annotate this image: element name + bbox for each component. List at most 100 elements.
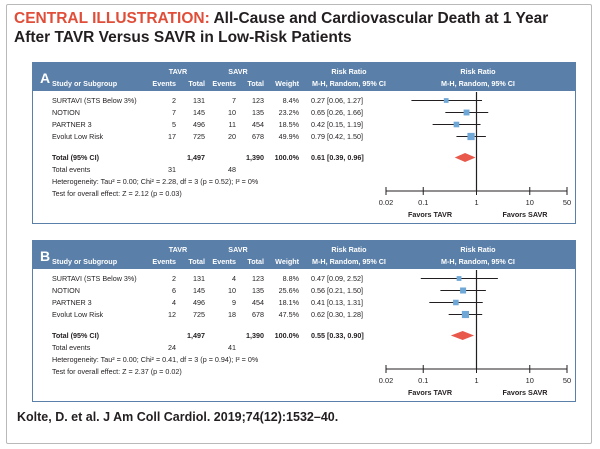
total-savr: 1,390 [246, 331, 264, 340]
study-weight: 25.6% [279, 286, 300, 295]
header-savr: SAVR [228, 245, 248, 254]
header-study: Study or Subgroup [52, 79, 118, 88]
study-weight: 8.8% [283, 274, 300, 283]
forest-panel-b: B Study or Subgroup TAVR SAVR Events Total Eve… [32, 240, 576, 402]
x-tick-label: 10 [526, 198, 534, 207]
total-savr: 1,390 [246, 153, 264, 162]
header-savr-total: Total [247, 257, 264, 266]
savr-total: 678 [252, 132, 264, 141]
savr-total: 454 [252, 120, 264, 129]
total-events-savr: 41 [228, 343, 236, 352]
title-lead: CENTRAL ILLUSTRATION: [14, 10, 210, 27]
favors-left-label: Favors TAVR [408, 210, 453, 219]
study-weight: 18.1% [279, 298, 300, 307]
total-events-tavr: 24 [168, 343, 176, 352]
study-rr-ci: 0.62 [0.30, 1.28] [311, 310, 363, 319]
study-square [467, 132, 475, 141]
x-tick-label: 0.02 [379, 376, 393, 385]
header-weight: Weight [275, 79, 299, 88]
tavr-events: 2 [172, 96, 176, 105]
total-rr-ci: 0.55 [0.33, 0.90] [311, 331, 364, 340]
total-tavr: 1,497 [187, 153, 205, 162]
header-savr: SAVR [228, 67, 248, 76]
heterogeneity-text: Heterogeneity: Tau² = 0.00; Chi² = 0.41,… [52, 355, 259, 364]
header-savr-events: Events [212, 79, 236, 88]
header-weight: Weight [275, 257, 299, 266]
savr-total: 135 [252, 286, 264, 295]
forest-panel-a: A Study or Subgroup TAVR SAVR Events Total Eve… [32, 62, 576, 224]
study-name: PARTNER 3 [52, 298, 92, 307]
favors-right-label: Favors SAVR [502, 210, 548, 219]
header-savr-total: Total [247, 79, 264, 88]
x-tick-label: 0.02 [379, 198, 393, 207]
tavr-events: 4 [172, 298, 176, 307]
tavr-total: 131 [193, 96, 205, 105]
figure-title: CENTRAL ILLUSTRATION: All-Cause and Card… [14, 9, 586, 47]
savr-total: 123 [252, 96, 264, 105]
study-weight: 47.5% [279, 310, 300, 319]
header-tavr: TAVR [169, 67, 188, 76]
total-tavr: 1,497 [187, 331, 205, 340]
x-tick-label: 10 [526, 376, 534, 385]
tavr-total: 725 [193, 132, 205, 141]
study-square [461, 310, 470, 319]
study-name: NOTION [52, 286, 80, 295]
study-square [443, 98, 449, 103]
header-study: Study or Subgroup [52, 257, 118, 266]
tavr-events: 6 [172, 286, 176, 295]
study-rr-ci: 0.47 [0.09, 2.52] [311, 274, 363, 283]
x-tick-label: 1 [474, 198, 478, 207]
header-savr-events: Events [212, 257, 236, 266]
overall-effect-text: Test for overall effect: Z = 2.12 (p = 0… [52, 189, 182, 198]
header-rr-right-sub: M-H, Random, 95% CI [441, 257, 515, 266]
header-tavr-events: Events [152, 257, 176, 266]
study-rr-ci: 0.56 [0.21, 1.50] [311, 286, 363, 295]
study-rr-ci: 0.79 [0.42, 1.50] [311, 132, 363, 141]
study-square [460, 287, 467, 294]
tavr-events: 5 [172, 120, 176, 129]
study-weight: 8.4% [283, 96, 300, 105]
study-name: PARTNER 3 [52, 120, 92, 129]
study-name: SURTAVI (STS Below 3%) [52, 274, 137, 283]
header-band [33, 63, 575, 91]
forest-plot-a: A Study or Subgroup TAVR SAVR Events Total Eve… [33, 63, 575, 219]
total-events-label: Total events [52, 165, 91, 174]
total-events-label: Total events [52, 343, 91, 352]
x-tick-label: 50 [563, 376, 571, 385]
study-weight: 18.5% [279, 120, 300, 129]
tavr-events: 7 [172, 108, 176, 117]
tavr-total: 145 [193, 108, 205, 117]
total-rr-ci: 0.61 [0.39, 0.96] [311, 153, 364, 162]
study-name: Evolut Low Risk [52, 310, 104, 319]
total-events-tavr: 31 [168, 165, 176, 174]
savr-total: 135 [252, 108, 264, 117]
header-tavr-total: Total [188, 257, 205, 266]
header-rr-left-sub: M-H, Random, 95% CI [312, 79, 386, 88]
header-rr-left: Risk Ratio [331, 245, 367, 254]
header-tavr-events: Events [152, 79, 176, 88]
header-tavr: TAVR [169, 245, 188, 254]
savr-events: 4 [232, 274, 236, 283]
pooled-diamond [454, 153, 476, 162]
savr-events: 7 [232, 96, 236, 105]
header-rr-right: Risk Ratio [460, 245, 496, 254]
tavr-events: 12 [168, 310, 176, 319]
study-rr-ci: 0.41 [0.13, 1.31] [311, 298, 363, 307]
savr-total: 123 [252, 274, 264, 283]
savr-total: 678 [252, 310, 264, 319]
header-rr-right-sub: M-H, Random, 95% CI [441, 79, 515, 88]
savr-events: 10 [228, 286, 236, 295]
x-tick-label: 0.1 [418, 376, 428, 385]
study-rr-ci: 0.42 [0.15, 1.19] [311, 120, 363, 129]
total-name: Total (95% CI) [52, 331, 100, 340]
study-square [453, 121, 460, 128]
title-text: All-Cause and Cardiovascular Death at 1 … [14, 10, 549, 46]
favors-left-label: Favors TAVR [408, 388, 453, 397]
x-tick-label: 50 [563, 198, 571, 207]
tavr-events: 17 [168, 132, 176, 141]
study-square [453, 299, 459, 306]
study-weight: 49.9% [279, 132, 300, 141]
panel-letter: B [40, 248, 50, 264]
overall-effect-text: Test for overall effect: Z = 2.37 (p = 0… [52, 367, 182, 376]
header-band [33, 241, 575, 269]
